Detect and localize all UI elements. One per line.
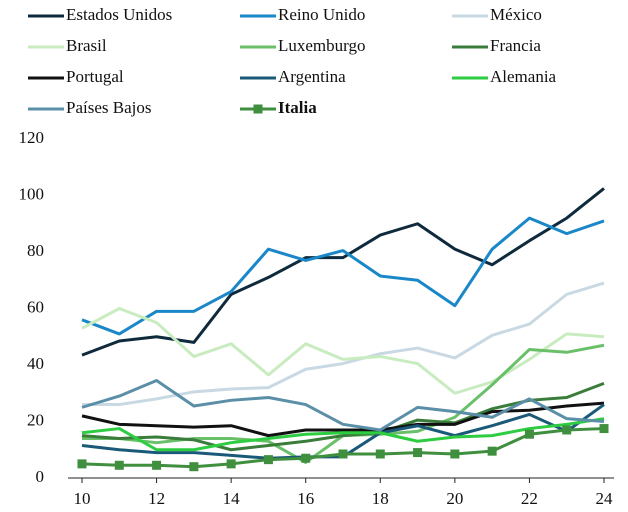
series-line xyxy=(81,216,605,336)
legend-label: Italia xyxy=(278,98,317,117)
marker xyxy=(77,459,87,469)
series-line xyxy=(81,379,605,432)
marker xyxy=(114,460,124,470)
x-tick-label: 10 xyxy=(74,489,91,508)
x-tick-label: 22 xyxy=(521,489,538,508)
marker xyxy=(562,425,572,435)
marker xyxy=(338,449,348,459)
series-line xyxy=(81,417,605,452)
x-tick-label: 14 xyxy=(223,489,241,508)
legend-label: Países Bajos xyxy=(66,98,151,117)
y-tick-label: 20 xyxy=(27,410,44,429)
marker xyxy=(152,460,162,470)
legend-label: Brasil xyxy=(66,36,107,55)
x-tick-label: 18 xyxy=(372,489,389,508)
y-tick-label: 100 xyxy=(19,184,45,203)
y-tick-label: 80 xyxy=(27,241,44,260)
marker xyxy=(189,462,199,472)
marker xyxy=(413,448,423,458)
series-line xyxy=(81,381,605,452)
x-tick-label: 20 xyxy=(446,489,463,508)
legend-marker xyxy=(253,104,263,114)
legend-label: México xyxy=(490,5,542,24)
series-line xyxy=(81,401,605,438)
x-tick-label: 24 xyxy=(596,489,614,508)
marker xyxy=(599,424,609,434)
series-line xyxy=(81,307,605,395)
x-tick-label: 16 xyxy=(297,489,314,508)
y-tick-label: 0 xyxy=(36,467,45,486)
legend-label: Alemania xyxy=(490,67,557,86)
y-tick-label: 60 xyxy=(27,297,44,316)
marker xyxy=(487,446,497,456)
legend-label: Reino Unido xyxy=(278,5,365,24)
marker xyxy=(226,459,236,469)
series-line xyxy=(81,187,605,357)
marker xyxy=(524,429,534,439)
y-tick-label: 40 xyxy=(27,354,44,373)
series-line xyxy=(82,281,605,407)
marker xyxy=(450,449,460,459)
marker xyxy=(263,455,273,465)
legend-label: Luxemburgo xyxy=(278,36,366,55)
marker xyxy=(301,453,311,463)
legend-label: Francia xyxy=(490,36,541,55)
legend-label: Portugal xyxy=(66,67,124,86)
legend-label: Argentina xyxy=(278,67,346,86)
x-tick-label: 12 xyxy=(148,489,165,508)
legend-label: Estados Unidos xyxy=(66,5,172,24)
marker xyxy=(375,449,385,459)
y-tick-label: 120 xyxy=(19,128,45,147)
